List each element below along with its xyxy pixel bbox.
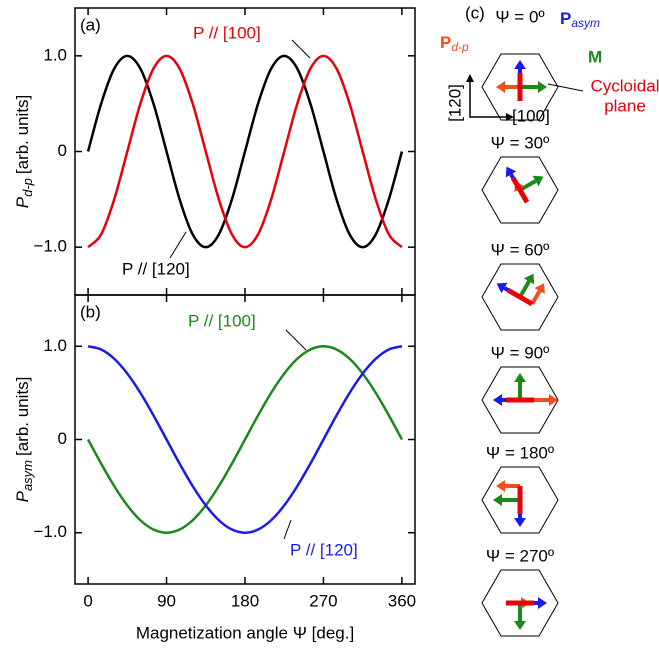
vector-head <box>523 273 535 285</box>
annotation-leader <box>285 329 307 351</box>
vector-head <box>514 373 526 382</box>
y-tick-label: −1.0 <box>33 522 67 541</box>
cycloidal-plane <box>506 287 534 307</box>
panel-label: (a) <box>80 15 101 34</box>
x-tick-label: 0 <box>83 591 92 610</box>
cycloidal-label: Cycloidal <box>591 76 659 95</box>
vector <box>530 290 542 305</box>
vector <box>518 179 537 192</box>
state-title: Ψ = 90º <box>491 343 550 362</box>
annotation-leader <box>283 519 292 540</box>
x-tick-label: 90 <box>157 591 176 610</box>
axis-100-label: [100] <box>512 106 550 125</box>
y-label-subscript: d-p <box>20 178 35 197</box>
hexagon <box>481 263 559 331</box>
state-title: Ψ = 60º <box>491 240 550 259</box>
state-title: Ψ = 270º <box>486 546 554 565</box>
vector-head <box>534 283 545 295</box>
vector-head <box>532 175 544 187</box>
y-label-symbol: P <box>13 490 32 502</box>
series-line <box>86 345 404 534</box>
axis-120-label: [120] <box>445 84 464 122</box>
state-title: Ψ = 30º <box>491 133 550 152</box>
panel-label: (c) <box>465 3 485 22</box>
annotation-leader <box>169 231 187 259</box>
hexagon <box>481 53 559 121</box>
vector-head <box>493 494 502 506</box>
x-tick-label: 360 <box>388 591 416 610</box>
x-tick-label: 270 <box>309 591 337 610</box>
y-axis-label: Pasym [arb. units] <box>13 377 35 503</box>
hexagon <box>481 466 559 534</box>
leader <box>547 83 584 92</box>
series-annotation: P // [100] <box>188 311 256 330</box>
vector-head <box>514 518 526 527</box>
y-tick-label: −1.0 <box>33 237 67 256</box>
vector-head <box>505 166 517 178</box>
y-tick-label: 1.0 <box>43 336 67 355</box>
panel-label: (b) <box>80 302 101 321</box>
x-tick-label: 180 <box>231 591 259 610</box>
hexagon <box>481 156 559 224</box>
vector-head <box>538 81 547 93</box>
hexagon <box>481 569 559 637</box>
series-line <box>87 345 403 534</box>
y-label-subscript: asym <box>20 460 35 491</box>
vector-head <box>514 60 526 69</box>
axes-arrowheads <box>466 74 514 121</box>
vector <box>518 280 531 298</box>
axes-arrows <box>469 76 512 118</box>
vector-head <box>549 394 558 406</box>
vector-head <box>496 81 505 93</box>
y-label-unit: [arb. units] <box>13 95 32 174</box>
vector-head <box>493 394 502 406</box>
y-tick-label: 0 <box>58 141 67 160</box>
y-axis-label: Pd-p [arb. units] <box>13 95 35 209</box>
m-label: M <box>588 47 602 66</box>
series-annotation: P // [120] <box>290 540 358 559</box>
y-label-symbol: P <box>13 196 32 208</box>
cycloidal-plane <box>510 176 530 204</box>
vector-head <box>538 597 547 609</box>
x-axis-label: Magnetization angle Ψ [deg.] <box>136 623 354 642</box>
series-line <box>86 54 404 249</box>
vector-head <box>514 621 526 630</box>
series-annotation: P // [100] <box>193 23 261 42</box>
annotation-leader <box>291 39 311 59</box>
cycloidal-label: plane <box>604 96 646 115</box>
state-title: Ψ = 0º <box>495 7 544 26</box>
vector-head <box>496 480 505 492</box>
state-title: Ψ = 180º <box>486 443 554 462</box>
series-annotation: P // [120] <box>122 259 190 278</box>
p-dp-label: Pd-p <box>440 33 469 54</box>
series-line <box>87 54 403 249</box>
y-tick-label: 1.0 <box>43 45 67 64</box>
y-tick-label: 0 <box>58 429 67 448</box>
vector-head <box>496 282 508 294</box>
p-asym-label: Pasym <box>560 9 600 30</box>
y-label-unit: [arb. units] <box>13 377 32 456</box>
